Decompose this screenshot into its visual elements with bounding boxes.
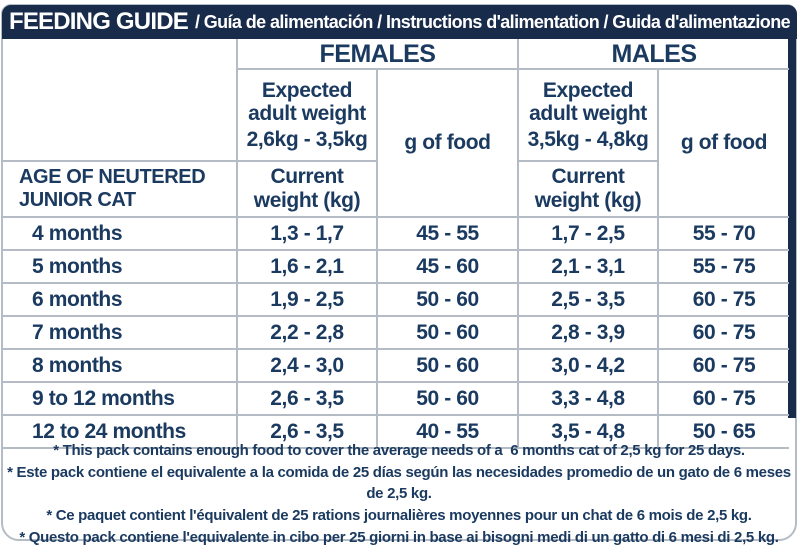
females-expected-weight-label: Expected adult weight bbox=[248, 78, 366, 126]
males-expected-weight-header: Expected adult weight 3,5kg - 4,8kg bbox=[519, 70, 659, 162]
table-row-age: 12 to 24 months bbox=[2, 416, 238, 449]
males-expected-weight-label: Expected adult weight bbox=[529, 78, 647, 126]
page-title: FEEDING GUIDE bbox=[8, 8, 189, 35]
table-cell: 1,9 - 2,5 bbox=[238, 284, 378, 317]
footnote-es: * Este pack contiene el equivalente a la… bbox=[7, 464, 795, 502]
feeding-guide-card: FEEDING GUIDE / Guía de alimentación / I… bbox=[1, 4, 797, 546]
table-cell: 55 - 70 bbox=[659, 218, 789, 251]
table-cell: 50 - 60 bbox=[378, 350, 519, 383]
table-cell: 2,4 - 3,0 bbox=[238, 350, 378, 383]
table-cell: 2,8 - 3,9 bbox=[519, 317, 659, 350]
males-current-weight-header: Current weight (kg) bbox=[519, 162, 659, 218]
table-row-age: 7 months bbox=[2, 317, 238, 350]
column-group-males: MALES bbox=[519, 39, 789, 70]
table-cell: 3,3 - 4,8 bbox=[519, 383, 659, 416]
table-cell: 60 - 75 bbox=[659, 383, 789, 416]
header-band: FEEDING GUIDE / Guía de alimentación / I… bbox=[2, 5, 797, 39]
table-row-age: 9 to 12 months bbox=[2, 383, 238, 416]
table-cell: 55 - 75 bbox=[659, 251, 789, 284]
table-cell: 2,6 - 3,5 bbox=[238, 383, 378, 416]
table-cell: 50 - 65 bbox=[659, 416, 789, 449]
table-cell: 50 - 60 bbox=[378, 383, 519, 416]
table-cell: 50 - 60 bbox=[378, 317, 519, 350]
table-cell: 60 - 75 bbox=[659, 317, 789, 350]
table-cell: 2,1 - 3,1 bbox=[519, 251, 659, 284]
males-food-header: g of food bbox=[659, 70, 789, 218]
table-cell: 60 - 75 bbox=[659, 284, 789, 317]
footnote-it: * Questo pack contiene l'equivalente in … bbox=[19, 529, 779, 546]
table-row-age: 5 months bbox=[2, 251, 238, 284]
column-group-females: FEMALES bbox=[238, 39, 519, 70]
table-cell: 45 - 60 bbox=[378, 251, 519, 284]
feeding-table: FEMALES MALES Expected adult weight 2,6k… bbox=[2, 39, 789, 449]
empty-corner-cell bbox=[2, 39, 238, 162]
age-column-header: AGE OF NEUTERED JUNIOR CAT bbox=[2, 162, 238, 218]
table-row-age: 6 months bbox=[2, 284, 238, 317]
table-cell: 40 - 55 bbox=[378, 416, 519, 449]
table-cell: 1,7 - 2,5 bbox=[519, 218, 659, 251]
table-row-age: 4 months bbox=[2, 218, 238, 251]
table-cell: 60 - 75 bbox=[659, 350, 789, 383]
table-cell: 50 - 60 bbox=[378, 284, 519, 317]
footnotes: * This pack contains enough food to cove… bbox=[3, 442, 795, 546]
females-expected-weight-header: Expected adult weight 2,6kg - 3,5kg bbox=[238, 70, 378, 162]
right-edge-strip bbox=[788, 38, 796, 418]
table-cell: 45 - 55 bbox=[378, 218, 519, 251]
table-cell: 1,6 - 2,1 bbox=[238, 251, 378, 284]
females-current-weight-header: Current weight (kg) bbox=[238, 162, 378, 218]
males-expected-weight-range: 3,5kg - 4,8kg bbox=[527, 127, 649, 151]
females-food-header: g of food bbox=[378, 70, 519, 218]
table-row-age: 8 months bbox=[2, 350, 238, 383]
females-expected-weight-range: 2,6kg - 3,5kg bbox=[246, 127, 368, 151]
table-cell: 2,2 - 2,8 bbox=[238, 317, 378, 350]
table-cell: 2,6 - 3,5 bbox=[238, 416, 378, 449]
footnote-fr: * Ce paquet contient l'équivalent de 25 … bbox=[46, 507, 752, 524]
table-cell: 1,3 - 1,7 bbox=[238, 218, 378, 251]
table-cell: 3,0 - 4,2 bbox=[519, 350, 659, 383]
table-cell: 3,5 - 4,8 bbox=[519, 416, 659, 449]
footnote-en: * This pack contains enough food to cove… bbox=[53, 442, 745, 459]
page-title-translations: / Guía de alimentación / Instructions d'… bbox=[194, 11, 791, 32]
table-cell: 2,5 - 3,5 bbox=[519, 284, 659, 317]
